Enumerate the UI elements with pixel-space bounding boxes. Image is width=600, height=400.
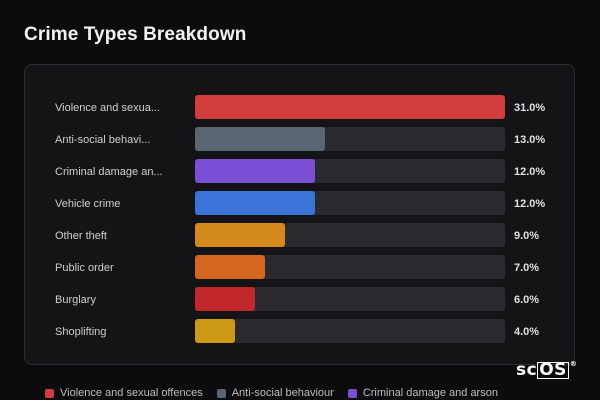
value-label: 6.0% xyxy=(514,294,539,306)
category-label: Shoplifting xyxy=(55,326,106,338)
legend-item[interactable]: Anti-social behaviour xyxy=(216,387,334,399)
value-label: 4.0% xyxy=(514,326,539,338)
legend-swatch xyxy=(347,388,357,398)
value-label: 7.0% xyxy=(514,262,539,274)
value-label: 13.0% xyxy=(514,134,545,146)
bar-track xyxy=(195,255,505,279)
logo-prefix: sc xyxy=(516,360,538,380)
legend-swatch xyxy=(45,388,54,398)
bar-track xyxy=(195,287,505,311)
category-label: Burglary xyxy=(55,294,96,306)
value-label: 9.0% xyxy=(514,230,539,242)
bar[interactable] xyxy=(195,127,325,151)
category-label: Vehicle crime xyxy=(55,198,120,210)
bar[interactable] xyxy=(195,319,235,343)
bar[interactable] xyxy=(195,191,315,215)
category-label: Violence and sexua... xyxy=(55,102,160,114)
logo-boxed: OS xyxy=(537,360,569,380)
bar[interactable] xyxy=(195,255,265,279)
chart-title: Crime Types Breakdown xyxy=(24,24,247,45)
legend-item[interactable]: Criminal damage and arson xyxy=(347,387,498,399)
legend-item[interactable]: Violence and sexual offences xyxy=(45,387,203,399)
logo-mark: ® xyxy=(569,360,578,368)
legend-label: Criminal damage and arson xyxy=(362,387,498,399)
category-label: Anti-social behavi... xyxy=(55,134,150,146)
bar[interactable] xyxy=(195,159,315,183)
category-label: Criminal damage an... xyxy=(55,166,163,178)
legend-label: Violence and sexual offences xyxy=(60,387,203,399)
scos-logo: sc OS ® xyxy=(516,360,577,380)
value-label: 12.0% xyxy=(514,166,545,178)
legend-swatch xyxy=(216,388,226,398)
legend-label: Anti-social behaviour xyxy=(231,387,334,399)
category-label: Other theft xyxy=(55,230,107,242)
bar[interactable] xyxy=(195,95,505,119)
chart-legend: Violence and sexual offences Anti-social … xyxy=(45,387,498,399)
value-label: 12.0% xyxy=(514,198,545,210)
category-label: Public order xyxy=(55,262,114,274)
bar[interactable] xyxy=(195,223,285,247)
value-label: 31.0% xyxy=(514,102,545,114)
bar-track xyxy=(195,319,505,343)
bar[interactable] xyxy=(195,287,255,311)
